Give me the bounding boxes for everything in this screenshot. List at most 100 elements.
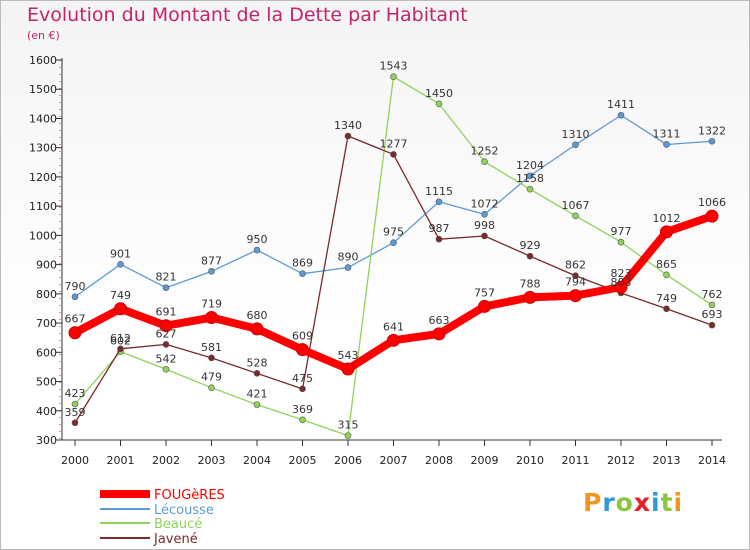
data-point-fougeres (68, 326, 82, 340)
y-tick-label: 1000 (29, 229, 57, 242)
data-label-beauce: 1158 (516, 172, 544, 185)
x-tick-label: 2004 (243, 454, 271, 467)
data-label-beauce: 369 (292, 403, 313, 416)
proxiti-logo: Proxiti (583, 488, 683, 517)
data-label-beauce: 315 (338, 419, 359, 432)
logo-letter: P (583, 488, 603, 517)
data-point-lecousse (71, 293, 79, 301)
y-tick-label: 600 (36, 346, 57, 359)
data-point-fougeres (614, 280, 628, 294)
data-label-fougeres: 609 (292, 330, 313, 343)
legend-label-javene: Javené (153, 532, 198, 547)
data-label-lecousse: 1311 (653, 127, 681, 140)
data-label-lecousse: 790 (65, 280, 86, 293)
data-label-lecousse: 877 (201, 254, 222, 267)
data-label-javene: 862 (565, 259, 586, 272)
y-tick-label: 400 (36, 405, 57, 418)
data-label-fougeres: 680 (247, 309, 268, 322)
data-point-beauce (435, 100, 443, 108)
data-point-lecousse (208, 268, 215, 275)
data-label-javene: 693 (702, 308, 723, 321)
data-label-fougeres: 823 (611, 267, 632, 280)
y-tick-label: 1600 (29, 54, 57, 67)
data-point-lecousse (708, 137, 716, 145)
data-label-javene: 987 (429, 222, 450, 235)
data-point-lecousse (526, 172, 534, 180)
y-tick-label: 1500 (29, 83, 57, 96)
x-tick-label: 2007 (380, 454, 408, 467)
logo-letter: t (660, 488, 674, 517)
data-point-fougeres (432, 327, 446, 341)
data-label-fougeres: 1066 (698, 196, 726, 209)
legend-label-lecousse: Lécousse (154, 503, 214, 518)
data-label-beauce: 479 (201, 371, 222, 384)
data-point-javene (117, 345, 124, 353)
legend-label-fougeres: FOUGèRES (154, 488, 225, 503)
data-point-lecousse (572, 141, 579, 149)
data-label-lecousse: 869 (292, 257, 313, 270)
x-tick-label: 2006 (334, 454, 362, 467)
y-tick-label: 1100 (29, 200, 57, 213)
data-label-lecousse: 950 (247, 233, 268, 246)
data-label-lecousse: 901 (110, 247, 131, 260)
chart-subtitle: (en €) (27, 29, 60, 42)
data-label-javene: 475 (292, 372, 313, 385)
data-label-javene: 359 (65, 406, 86, 419)
data-point-fougeres (114, 302, 127, 316)
x-tick-label: 2001 (107, 454, 135, 467)
logo-letter: o (615, 488, 634, 517)
data-point-javene (390, 151, 397, 158)
data-point-javene (299, 385, 306, 393)
data-point-lecousse (299, 270, 306, 277)
data-point-beauce (208, 384, 215, 391)
data-point-fougeres (341, 362, 355, 376)
y-tick-label: 500 (36, 376, 57, 389)
series-line-beauce (74, 76, 713, 437)
data-point-beauce (526, 185, 534, 193)
x-tick-label: 2009 (471, 454, 499, 467)
data-point-javene (253, 370, 261, 377)
data-point-javene (71, 419, 79, 427)
data-point-javene (208, 354, 215, 362)
logo-letter: r (602, 488, 616, 517)
data-point-lecousse (663, 141, 670, 148)
data-label-lecousse: 975 (383, 226, 404, 239)
data-label-fougeres: 663 (429, 314, 450, 327)
data-label-lecousse: 1072 (471, 197, 499, 210)
data-point-lecousse (390, 239, 397, 246)
data-label-fougeres: 543 (338, 349, 359, 362)
data-label-lecousse: 1310 (562, 128, 590, 141)
data-label-lecousse: 1322 (698, 124, 726, 137)
y-tick-label: 900 (36, 259, 57, 272)
x-tick-label: 2005 (289, 454, 317, 467)
data-label-beauce: 1543 (380, 60, 408, 73)
x-tick-label: 2008 (425, 454, 453, 467)
data-point-beauce (481, 158, 488, 166)
data-point-lecousse (117, 261, 124, 268)
x-tick-label: 2011 (562, 454, 590, 467)
data-label-javene: 998 (474, 219, 495, 232)
data-point-beauce (71, 400, 79, 408)
data-point-lecousse (253, 246, 261, 254)
data-point-fougeres (296, 343, 309, 357)
data-point-beauce (390, 73, 397, 80)
data-point-fougeres (660, 225, 673, 239)
data-label-lecousse: 821 (156, 271, 177, 284)
data-label-beauce: 977 (611, 225, 632, 238)
data-label-beauce: 762 (702, 288, 723, 301)
x-tick-label: 2003 (198, 454, 226, 467)
data-label-fougeres: 667 (65, 313, 86, 326)
y-tick-label: 1400 (29, 112, 57, 125)
x-tick-label: 2012 (607, 454, 635, 467)
data-point-javene (663, 305, 670, 313)
data-label-javene: 1340 (334, 119, 362, 132)
data-label-fougeres: 749 (110, 289, 131, 302)
data-label-beauce: 1450 (425, 87, 453, 100)
data-label-fougeres: 794 (565, 276, 586, 289)
data-point-javene (526, 252, 534, 260)
data-label-beauce: 421 (247, 388, 268, 401)
x-tick-label: 2000 (61, 454, 89, 467)
y-tick-label: 300 (36, 434, 57, 447)
data-label-fougeres: 788 (520, 277, 541, 290)
